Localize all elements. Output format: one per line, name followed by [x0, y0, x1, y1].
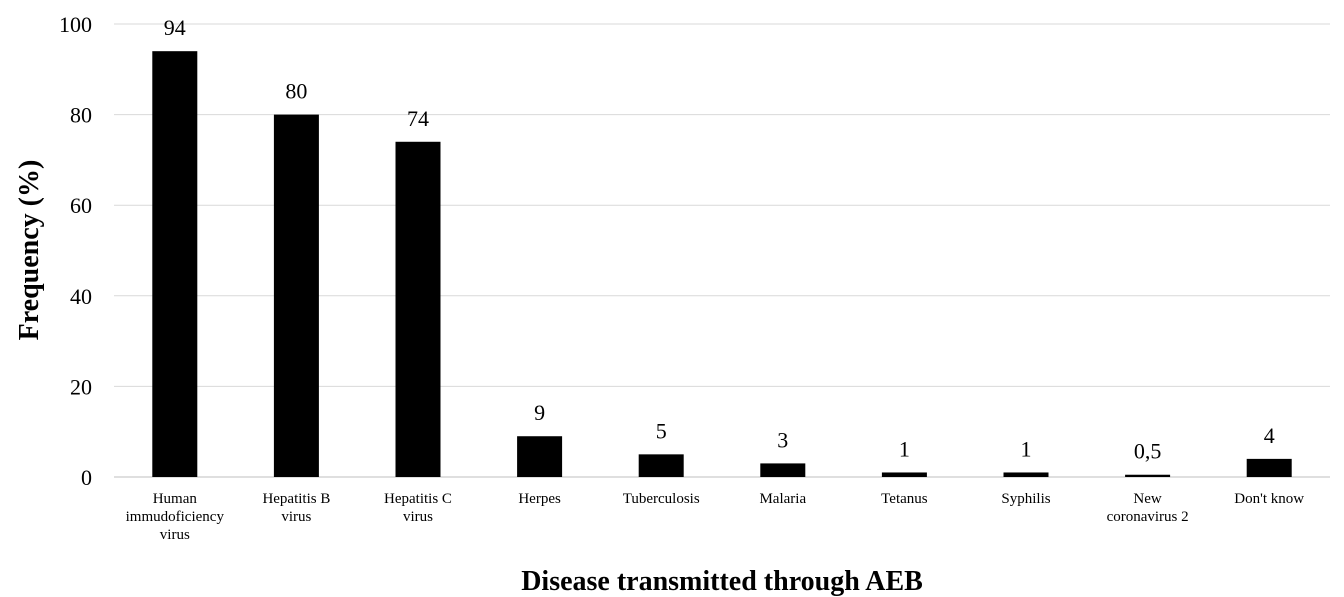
- bar: [1003, 472, 1049, 477]
- data-label: 9: [534, 400, 545, 425]
- y-tick-label: 100: [59, 12, 92, 37]
- category-label: New coronavirus 2: [1107, 491, 1189, 525]
- y-tick-label: 80: [70, 103, 92, 128]
- category-label: Syphilis: [1001, 491, 1050, 507]
- y-tick-label: 20: [70, 374, 92, 399]
- y-tick-label: 40: [70, 284, 92, 309]
- bar: [517, 436, 563, 477]
- data-label: 4: [1264, 423, 1275, 448]
- y-tick-label: 60: [70, 193, 92, 218]
- bar: [273, 114, 319, 477]
- data-label: 94: [164, 15, 186, 40]
- category-label: Tetanus: [881, 491, 928, 507]
- bar: [152, 51, 198, 478]
- y-axis-title: Frequency (%): [14, 160, 45, 341]
- bar: [881, 472, 927, 477]
- bar: [1125, 474, 1171, 477]
- bar: [760, 463, 806, 477]
- data-label: 1: [1021, 436, 1032, 461]
- category-label: Human immudoficiency virus: [126, 491, 225, 543]
- bar: [638, 454, 684, 477]
- data-label: 3: [777, 427, 788, 452]
- category-label: Herpes: [518, 491, 561, 507]
- x-axis-title: Disease transmitted through AEB: [521, 566, 923, 597]
- data-label: 74: [407, 106, 429, 131]
- category-label: Malaria: [759, 491, 806, 507]
- category-label: Don't know: [1234, 491, 1304, 507]
- y-tick-label: 0: [81, 465, 92, 490]
- bar: [1246, 458, 1292, 477]
- bars: [152, 51, 1292, 478]
- data-label: 80: [285, 79, 307, 104]
- category-label: Tuberculosis: [623, 491, 700, 507]
- data-label: 1: [899, 436, 910, 461]
- data-label: 5: [656, 418, 667, 443]
- y-axis-ticks: 0 20 40 60 80 100: [59, 12, 92, 490]
- data-labels: 94 80 74 9 5 3 1 1 0,5 4: [164, 15, 1275, 464]
- data-label: 0,5: [1134, 439, 1162, 464]
- bar: [395, 141, 441, 477]
